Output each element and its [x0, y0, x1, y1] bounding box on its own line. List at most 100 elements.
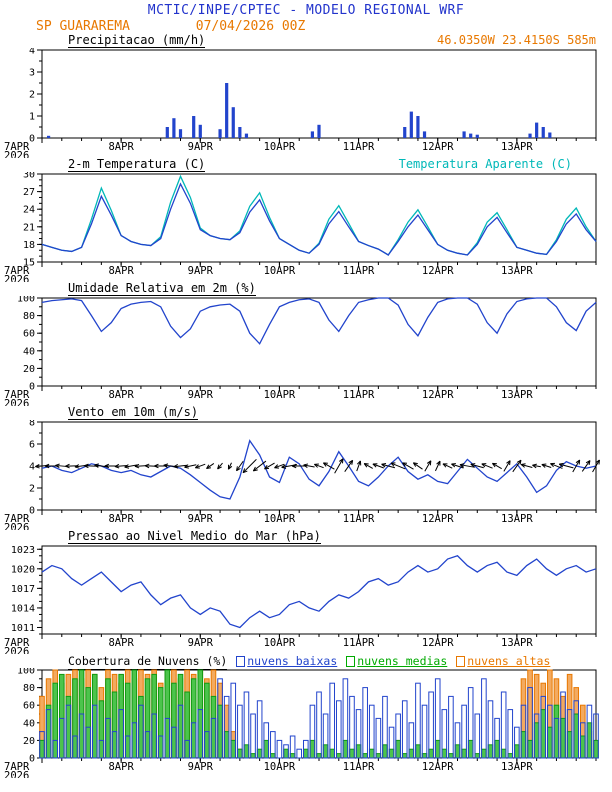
svg-text:11APR: 11APR — [343, 637, 375, 649]
svg-text:4: 4 — [29, 48, 35, 57]
svg-text:40: 40 — [23, 718, 35, 729]
high-clouds-legend-label: nuvens altas — [467, 654, 551, 668]
svg-text:20: 20 — [23, 364, 35, 375]
svg-text:10APR: 10APR — [264, 637, 296, 649]
svg-text:9APR: 9APR — [188, 761, 214, 773]
humidity-title: Umidade Relativa em 2m (%) — [68, 281, 256, 296]
svg-text:8APR: 8APR — [108, 389, 134, 401]
svg-text:7APR: 7APR — [4, 265, 30, 277]
svg-text:1011: 1011 — [11, 623, 35, 634]
temperature-title: 2-m Temperatura (C) — [68, 157, 206, 172]
svg-text:20: 20 — [23, 736, 35, 747]
svg-text:12APR: 12APR — [422, 513, 454, 525]
svg-text:9APR: 9APR — [188, 389, 214, 401]
svg-text:13APR: 13APR — [501, 637, 533, 649]
svg-text:10APR: 10APR — [264, 513, 296, 525]
svg-text:12APR: 12APR — [422, 389, 454, 401]
temperature-title-row: 2-m Temperatura (C) Temperatura Aparente… — [0, 158, 612, 172]
svg-text:2026: 2026 — [4, 770, 29, 778]
svg-text:0: 0 — [29, 754, 35, 765]
legend-item-low-clouds: nuvens baixas — [236, 654, 337, 668]
svg-text:13APR: 13APR — [501, 141, 533, 153]
svg-text:15: 15 — [23, 258, 35, 269]
svg-text:60: 60 — [23, 701, 35, 712]
svg-text:1014: 1014 — [11, 603, 35, 614]
wind-title-row: Vento em 10m (m/s) — [0, 406, 612, 420]
svg-text:80: 80 — [23, 311, 35, 322]
station-name: SP GUARAREMA — [36, 19, 130, 34]
legend-item-high-clouds: nuvens altas — [456, 654, 550, 668]
run-datetime: 07/04/2026 00Z — [195, 19, 306, 34]
svg-text:2: 2 — [29, 90, 35, 101]
svg-text:12APR: 12APR — [422, 761, 454, 773]
svg-text:7APR: 7APR — [4, 513, 30, 525]
precipitation-panel: Precipitacao (mm/h) 46.0350W 23.4150S 58… — [0, 34, 612, 158]
svg-text:9APR: 9APR — [188, 637, 214, 649]
svg-text:1: 1 — [29, 112, 35, 123]
svg-text:8APR: 8APR — [108, 637, 134, 649]
svg-text:8APR: 8APR — [108, 265, 134, 277]
mid-clouds-legend-label: nuvens medias — [357, 654, 448, 668]
cloud-cover-panel: Cobertura de Nuvens (%) nuvens baixas nu… — [0, 654, 612, 778]
svg-text:2026: 2026 — [4, 646, 29, 654]
svg-text:12APR: 12APR — [422, 637, 454, 649]
svg-text:13APR: 13APR — [501, 389, 533, 401]
legend-item-mid-clouds: nuvens medias — [346, 654, 447, 668]
svg-text:7APR: 7APR — [4, 637, 30, 649]
svg-text:2: 2 — [29, 484, 35, 495]
low-clouds-swatch-icon — [236, 655, 246, 667]
svg-text:12APR: 12APR — [422, 265, 454, 277]
svg-text:27: 27 — [23, 187, 35, 198]
svg-text:8: 8 — [29, 420, 35, 429]
precipitation-title: Precipitacao (mm/h) — [68, 33, 206, 48]
svg-text:80: 80 — [23, 683, 35, 694]
svg-text:13APR: 13APR — [501, 513, 533, 525]
cloud-cover-title-row: Cobertura de Nuvens (%) nuvens baixas nu… — [0, 654, 612, 670]
svg-text:11APR: 11APR — [343, 141, 375, 153]
svg-text:13APR: 13APR — [501, 761, 533, 773]
svg-text:10APR: 10APR — [264, 389, 296, 401]
svg-text:2026: 2026 — [4, 150, 29, 158]
svg-text:18: 18 — [23, 240, 35, 251]
svg-text:60: 60 — [23, 329, 35, 340]
svg-text:8APR: 8APR — [108, 513, 134, 525]
high-clouds-swatch-icon — [456, 655, 466, 667]
svg-text:0: 0 — [29, 382, 35, 393]
svg-text:1023: 1023 — [11, 545, 35, 556]
humidity-title-row: Umidade Relativa em 2m (%) — [0, 282, 612, 296]
svg-text:13APR: 13APR — [501, 265, 533, 277]
apparent-temperature-label: Temperatura Aparente (C) — [398, 157, 572, 171]
svg-text:9APR: 9APR — [188, 265, 214, 277]
precipitation-title-row: Precipitacao (mm/h) 46.0350W 23.4150S 58… — [0, 34, 612, 48]
cloud-cover-title: Cobertura de Nuvens (%) — [68, 654, 228, 670]
svg-text:4: 4 — [29, 462, 35, 473]
station-coordinates: 46.0350W 23.4150S 585m — [437, 33, 596, 47]
svg-text:11APR: 11APR — [343, 513, 375, 525]
low-clouds-legend-label: nuvens baixas — [247, 654, 338, 668]
model-title: MCTIC/INPE/CPTEC - MODELO REGIONAL WRF — [147, 3, 465, 18]
svg-text:11APR: 11APR — [343, 265, 375, 277]
svg-text:7APR: 7APR — [4, 389, 30, 401]
svg-text:9APR: 9APR — [188, 513, 214, 525]
svg-text:8APR: 8APR — [108, 141, 134, 153]
svg-text:7APR: 7APR — [4, 141, 30, 153]
svg-text:2026: 2026 — [4, 398, 29, 406]
svg-text:8APR: 8APR — [108, 761, 134, 773]
mid-clouds-swatch-icon — [346, 655, 356, 667]
svg-text:11APR: 11APR — [343, 761, 375, 773]
run-header: SP GUARAREMA 07/04/2026 00Z — [0, 19, 612, 34]
svg-text:10APR: 10APR — [264, 141, 296, 153]
svg-text:0: 0 — [29, 506, 35, 517]
humidity-panel: Umidade Relativa em 2m (%) 0 20 40 60 80 100 7… — [0, 282, 612, 406]
svg-text:9APR: 9APR — [188, 141, 214, 153]
svg-text:100: 100 — [17, 668, 35, 677]
svg-text:21: 21 — [23, 222, 35, 233]
temperature-panel: 2-m Temperatura (C) Temperatura Aparente… — [0, 158, 612, 282]
